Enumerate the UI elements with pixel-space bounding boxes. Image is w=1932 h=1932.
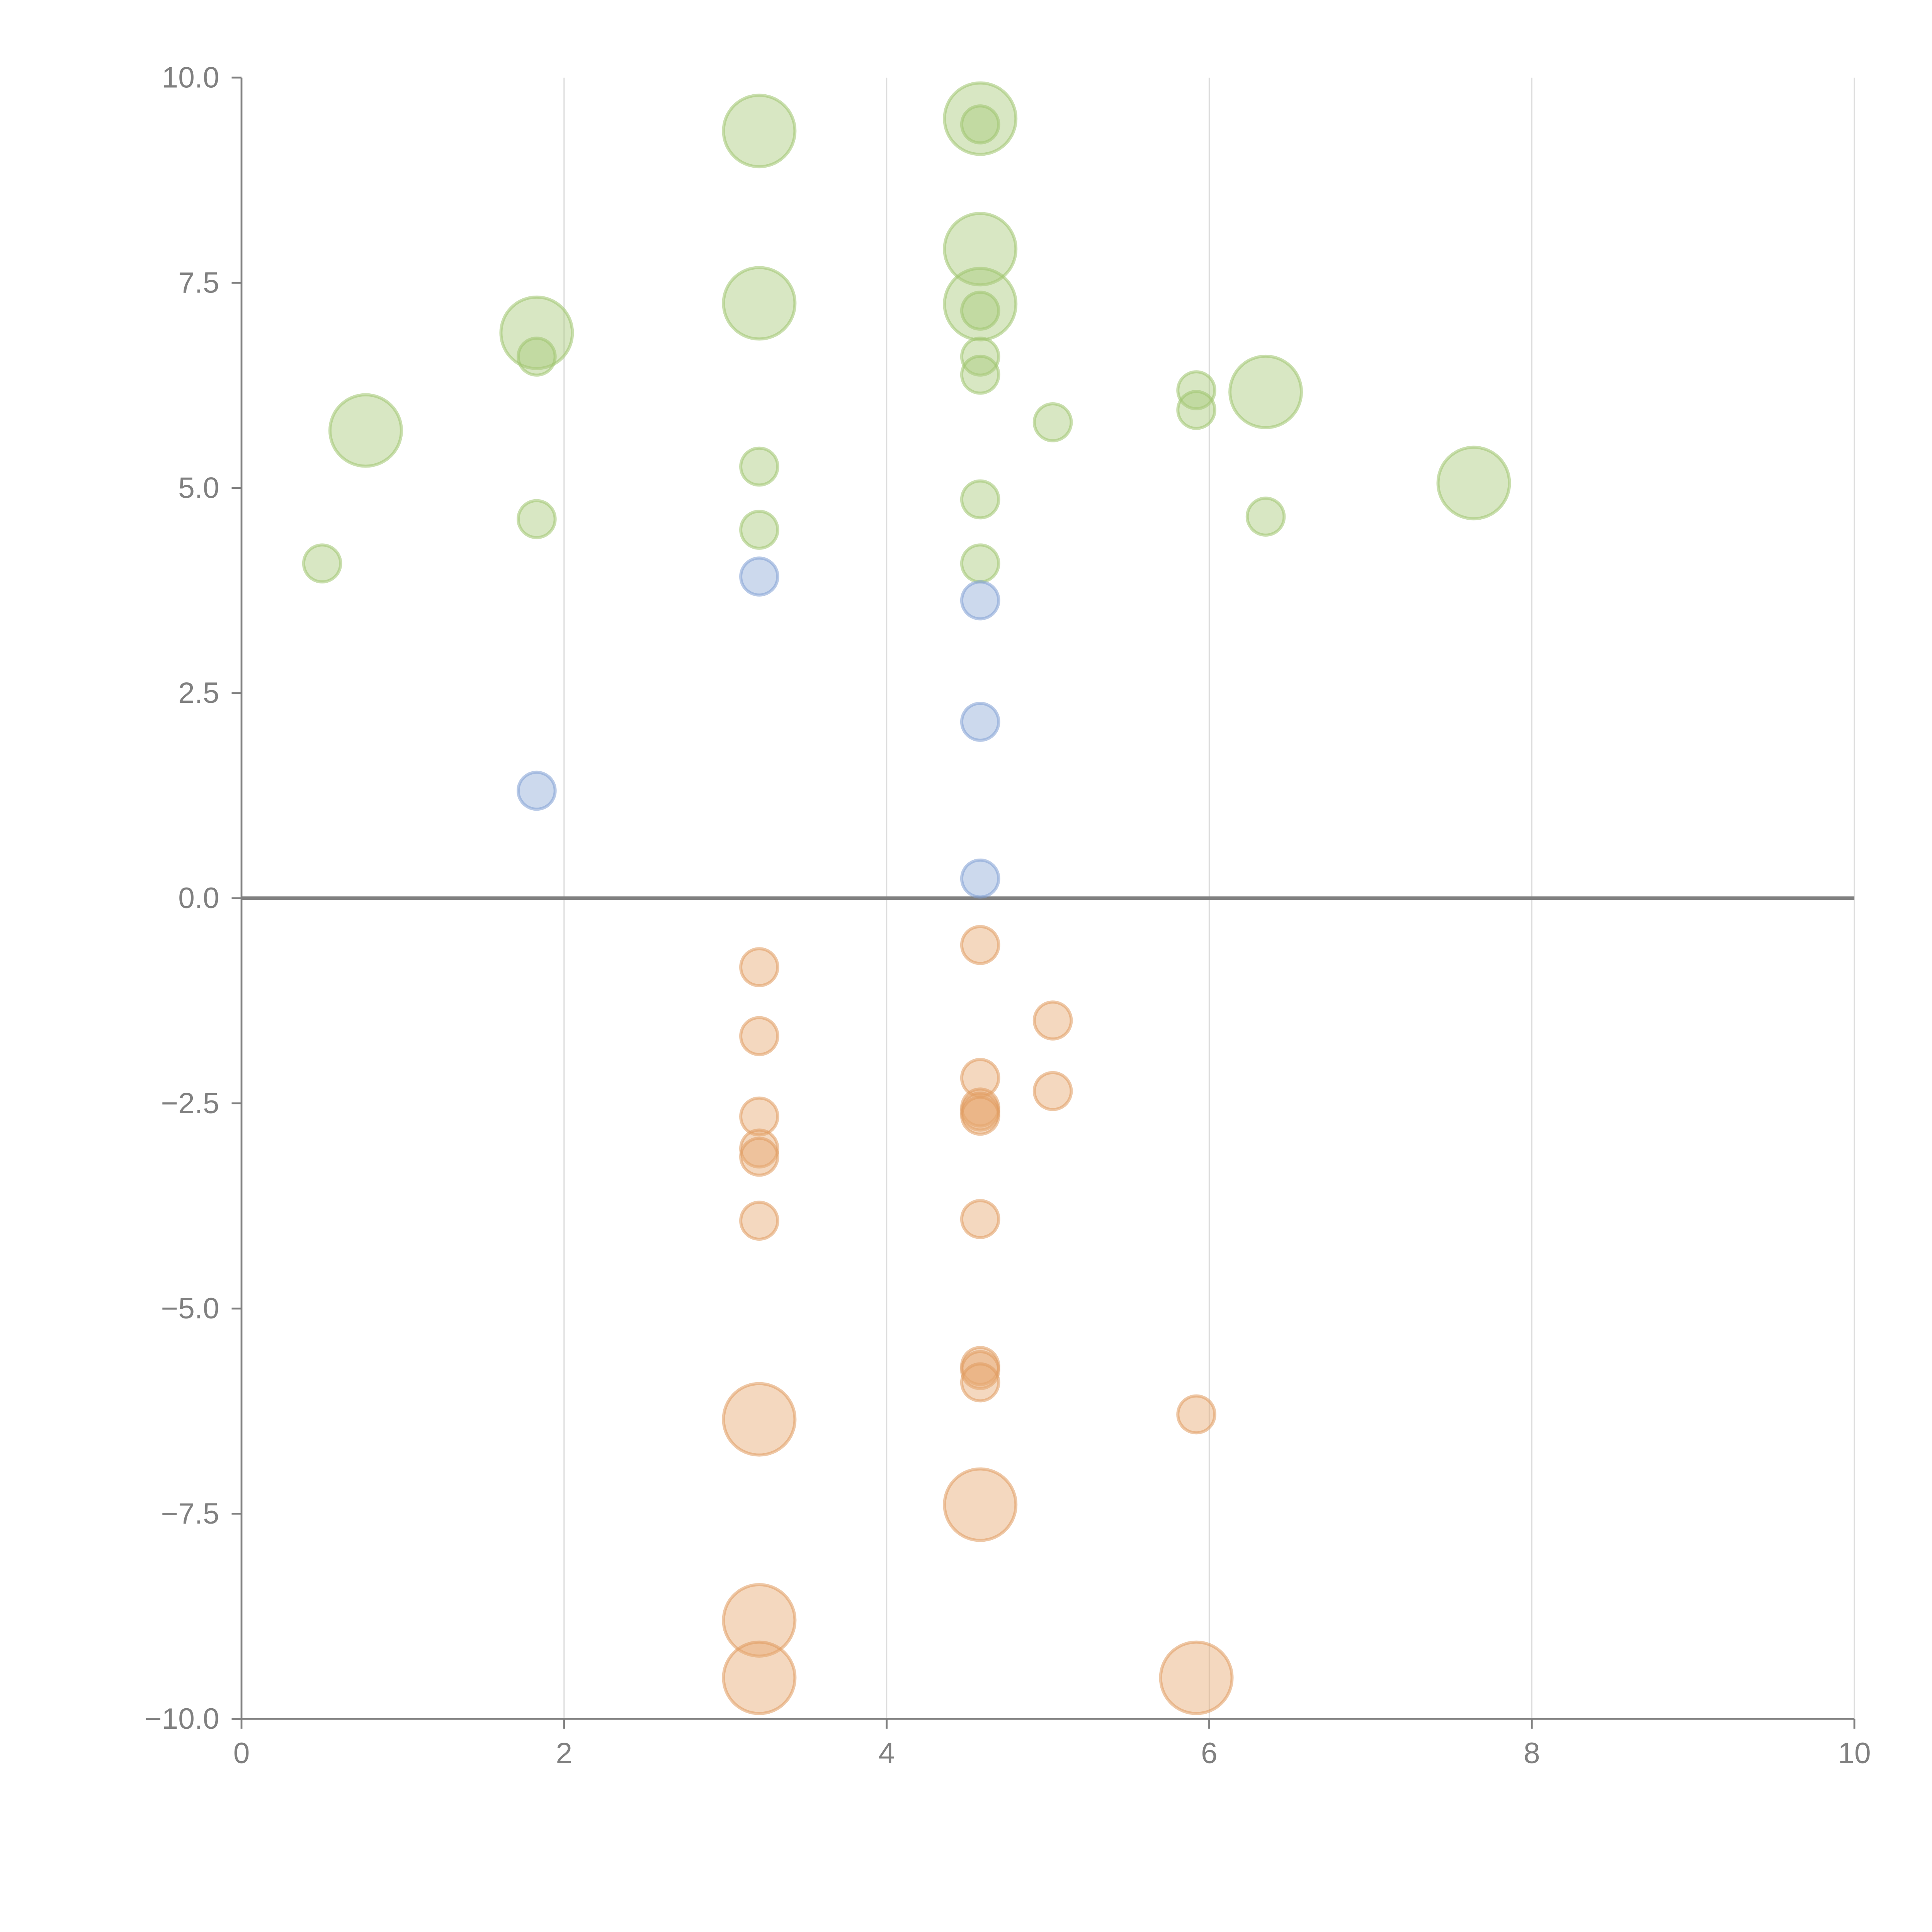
bubble-point (960, 1350, 1000, 1390)
bubble-point (1032, 1000, 1073, 1041)
bubble-point (960, 354, 1000, 395)
series-blue (517, 556, 1000, 899)
y-tick-label: −5.0 (161, 1292, 219, 1325)
bubble-point (943, 267, 1018, 342)
x-tick-label: 8 (1524, 1737, 1540, 1770)
bubble-point (517, 499, 557, 539)
y-tick-label: −7.5 (161, 1497, 219, 1530)
x-tick-label: 6 (1201, 1737, 1218, 1770)
bubble-point (960, 291, 1000, 331)
series-green (302, 81, 1511, 583)
x-tick-label: 10 (1838, 1737, 1871, 1770)
bubble-point (739, 446, 779, 487)
y-tick-label: 2.5 (178, 677, 219, 709)
bubble-point (960, 1199, 1000, 1239)
bubble-point (960, 858, 1000, 899)
y-axis-ticks: 10.0 7.5 5.0 2.5 0.0 −2.5 −5.0 −7.5 −10.0 (145, 61, 242, 1735)
x-tick-label: 0 (233, 1737, 250, 1770)
bubble-point (960, 702, 1000, 742)
x-tick-label: 2 (556, 1737, 573, 1770)
bubble-point (943, 81, 1018, 156)
bubble-point (960, 1362, 1000, 1403)
bubble-point (722, 266, 797, 341)
y-tick-label: −10.0 (145, 1702, 219, 1735)
bubble-point (960, 543, 1000, 583)
bubble-point (302, 543, 342, 583)
y-tick-label: 7.5 (178, 266, 219, 299)
bubble-point (517, 337, 557, 377)
bubble-point (722, 1583, 797, 1658)
bubble-point (722, 94, 797, 168)
bubble-point (722, 1640, 797, 1715)
bubble-point (739, 1016, 779, 1056)
bubble-point (1228, 354, 1303, 429)
axes (231, 77, 1855, 1720)
bubble-point (1032, 1071, 1073, 1111)
bubble-point (1436, 446, 1511, 520)
x-tick-label: 4 (878, 1737, 895, 1770)
x-axis-ticks: 0 2 4 6 8 10 (233, 1719, 1871, 1770)
y-tick-label: 10.0 (162, 61, 219, 94)
bubble-point (517, 770, 557, 811)
bubble-point (943, 1467, 1018, 1542)
bubble-point (1176, 1394, 1216, 1435)
bubble-point (739, 947, 779, 987)
bubble-point (1159, 1640, 1234, 1715)
bubble-point (722, 1382, 797, 1457)
bubbles (302, 81, 1511, 1715)
y-tick-label: 5.0 (178, 471, 219, 504)
bubble-point (960, 1095, 1000, 1136)
bubble-point (1245, 497, 1286, 537)
bubble-point (1032, 402, 1073, 442)
bubble-point (1176, 390, 1216, 430)
bubble-point (739, 1136, 779, 1177)
bubble-point (328, 393, 403, 468)
bubble-point (739, 556, 779, 597)
series-orange (722, 925, 1234, 1715)
bubble-point (739, 1096, 779, 1137)
bubble-point (739, 510, 779, 550)
bubble-point (739, 1201, 779, 1241)
y-tick-label: 0.0 (178, 882, 219, 915)
bubble-point (960, 479, 1000, 520)
y-tick-label: −2.5 (161, 1087, 219, 1120)
bubble-point (960, 580, 1000, 621)
bubble-point (960, 104, 1000, 145)
bubble-point (943, 212, 1018, 287)
bubble-point (960, 925, 1000, 965)
